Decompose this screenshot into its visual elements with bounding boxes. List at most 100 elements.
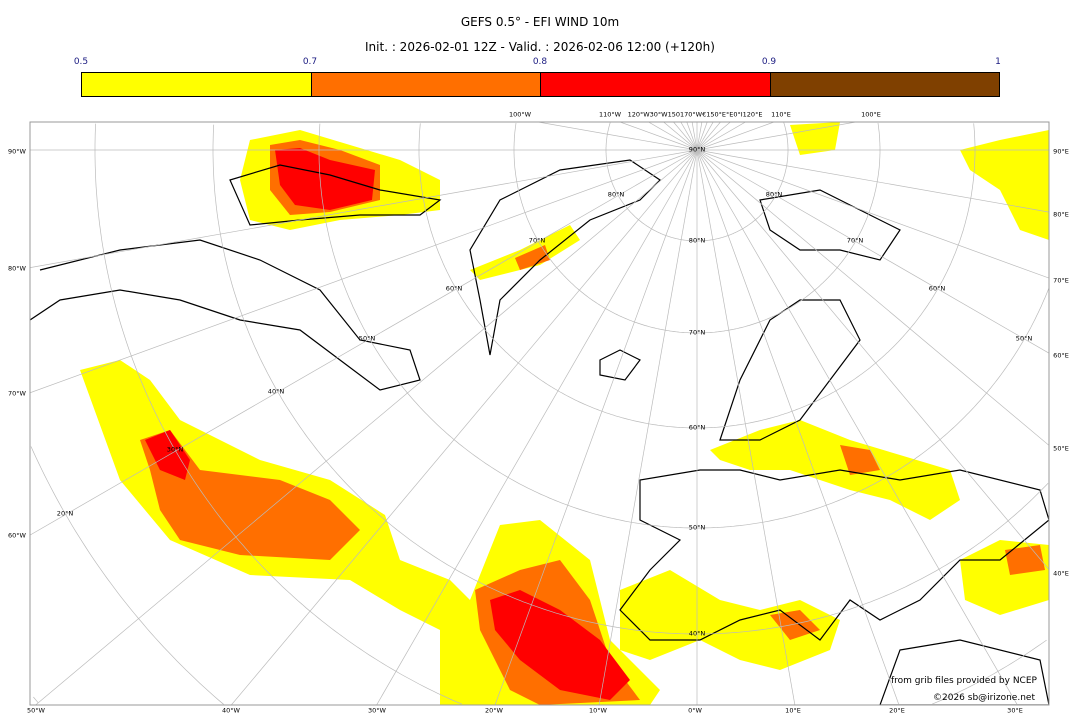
- lat-label: 50°N: [1015, 334, 1033, 343]
- lon-label-right: 70°E: [1053, 276, 1069, 285]
- lon-label-bottom: 30°E: [1007, 706, 1023, 715]
- meridian-line: [663, 122, 698, 151]
- meridian-line: [538, 122, 698, 151]
- lon-label-left: 80°W: [8, 264, 26, 273]
- lat-label: 30°N: [166, 445, 184, 454]
- lon-label-bottom: 20°E: [889, 706, 905, 715]
- lat-label: 70°N: [688, 328, 706, 337]
- latitude-line: [94, 123, 1047, 705]
- meridian-line: [648, 122, 698, 151]
- lon-label-right: 80°E: [1053, 210, 1069, 219]
- lat-label: 20°N: [56, 509, 74, 518]
- lon-label-right: 40°E: [1053, 569, 1069, 578]
- meridian-line: [673, 122, 698, 151]
- meridian-line: [376, 149, 698, 705]
- meridian-line: [696, 122, 746, 151]
- lat-label: 50°N: [358, 334, 376, 343]
- lat-label: 40°N: [688, 629, 706, 638]
- lat-label: 80°N: [607, 190, 625, 199]
- meridian-line: [696, 122, 731, 151]
- meridian-line: [696, 122, 714, 151]
- meridian-line: [30, 149, 698, 394]
- lon-label-bottom: 0°W: [688, 706, 702, 715]
- lon-label-top: 100°W: [508, 110, 532, 119]
- lat-label: 50°N: [688, 523, 706, 532]
- latitude-line: [513, 122, 881, 334]
- lat-label: 40°N: [267, 387, 285, 396]
- latitude-line: [30, 446, 224, 705]
- lon-label-bottom: 40°W: [222, 706, 240, 715]
- lon-label-bottom: 10°W: [589, 706, 607, 715]
- meridian-line: [696, 122, 775, 151]
- meridian-line: [680, 122, 698, 151]
- lon-label-right: 90°E: [1053, 147, 1069, 156]
- lon-label-top: 120°W30°W150170°W€150°E°E0°I120°E: [627, 110, 763, 119]
- meridian-line: [494, 149, 698, 705]
- lat-label: 60°N: [688, 423, 706, 432]
- efi-patch-atlantic: [80, 360, 660, 705]
- colorbar-tick: 1: [995, 57, 1001, 67]
- lat-label: 90°N: [688, 145, 706, 154]
- meridian-line: [686, 122, 698, 151]
- meridian-line: [696, 149, 1049, 570]
- meridian-line: [691, 122, 698, 151]
- meridian-line: [696, 149, 1049, 213]
- graticule: [30, 122, 1049, 705]
- latitude-line: [418, 123, 976, 429]
- colorbar-tick: 0.5: [73, 57, 89, 67]
- latitude-line: [605, 122, 789, 242]
- meridian-line: [35, 149, 698, 705]
- lon-label-top: 110°W: [598, 110, 622, 119]
- meridian-line: [696, 122, 856, 151]
- lon-label-bottom: 10°E: [785, 706, 801, 715]
- lat-label: 80°N: [765, 190, 783, 199]
- lat-label: 60°N: [928, 284, 946, 293]
- colorbar-tick: 0.9: [761, 57, 777, 67]
- meridian-line: [696, 122, 708, 151]
- lon-label-top: 110°E: [771, 110, 791, 119]
- efi-patch-canada: [240, 130, 580, 280]
- data-source-credit: from grib files provided by NCEP: [891, 676, 1037, 686]
- colorbar-segment-yellow: [82, 73, 312, 96]
- map-subtitle: Init. : 2026-02-01 12Z - Valid. : 2026-0…: [365, 40, 715, 54]
- copyright-credit: ©2026 sb@irizone.net: [933, 693, 1035, 703]
- map-frame: [29, 121, 1050, 706]
- lat-label: 70°N: [846, 236, 864, 245]
- colorbar-segment-orange: [311, 73, 541, 96]
- colorbar-tick: 0.8: [532, 57, 548, 67]
- meridian-line: [619, 122, 698, 151]
- lon-label-bottom: 30°W: [368, 706, 386, 715]
- lon-label-left: 60°W: [8, 531, 26, 540]
- lon-label-bottom: 50°W: [27, 706, 45, 715]
- meridian-line: [30, 149, 698, 536]
- meridian-line: [696, 122, 721, 151]
- lat-label: 60°N: [445, 284, 463, 293]
- meridian-line: [696, 149, 796, 705]
- latitude-line: [318, 123, 1049, 529]
- colorbar-tick: 0.7: [302, 57, 318, 67]
- map-title: GEFS 0.5° - EFI WIND 10m: [460, 15, 620, 29]
- meridian-line: [231, 149, 698, 705]
- latitude-line: [33, 696, 39, 704]
- lon-label-right: 50°E: [1053, 444, 1069, 453]
- lon-label-left: 90°W: [8, 147, 26, 156]
- latitude-line: [212, 124, 1049, 635]
- meridian-line: [598, 149, 698, 705]
- coastlines: [30, 159, 1049, 705]
- lat-label: 80°N: [688, 236, 706, 245]
- meridian-line: [696, 122, 703, 151]
- lon-label-bottom: 20°W: [485, 706, 503, 715]
- meridian-line: [696, 149, 1049, 446]
- meridian-line: [696, 149, 1049, 279]
- meridian-line: [696, 149, 1049, 354]
- colorbar-segment-brown: [770, 73, 999, 96]
- meridian-line: [696, 149, 900, 705]
- meridian-line: [696, 149, 1018, 705]
- lon-label-top: 100°E: [861, 110, 881, 119]
- lon-label-right: 60°E: [1053, 351, 1069, 360]
- lat-label: 70°N: [528, 236, 546, 245]
- efi-patch-europe: [620, 122, 1049, 670]
- meridian-line: [30, 149, 698, 268]
